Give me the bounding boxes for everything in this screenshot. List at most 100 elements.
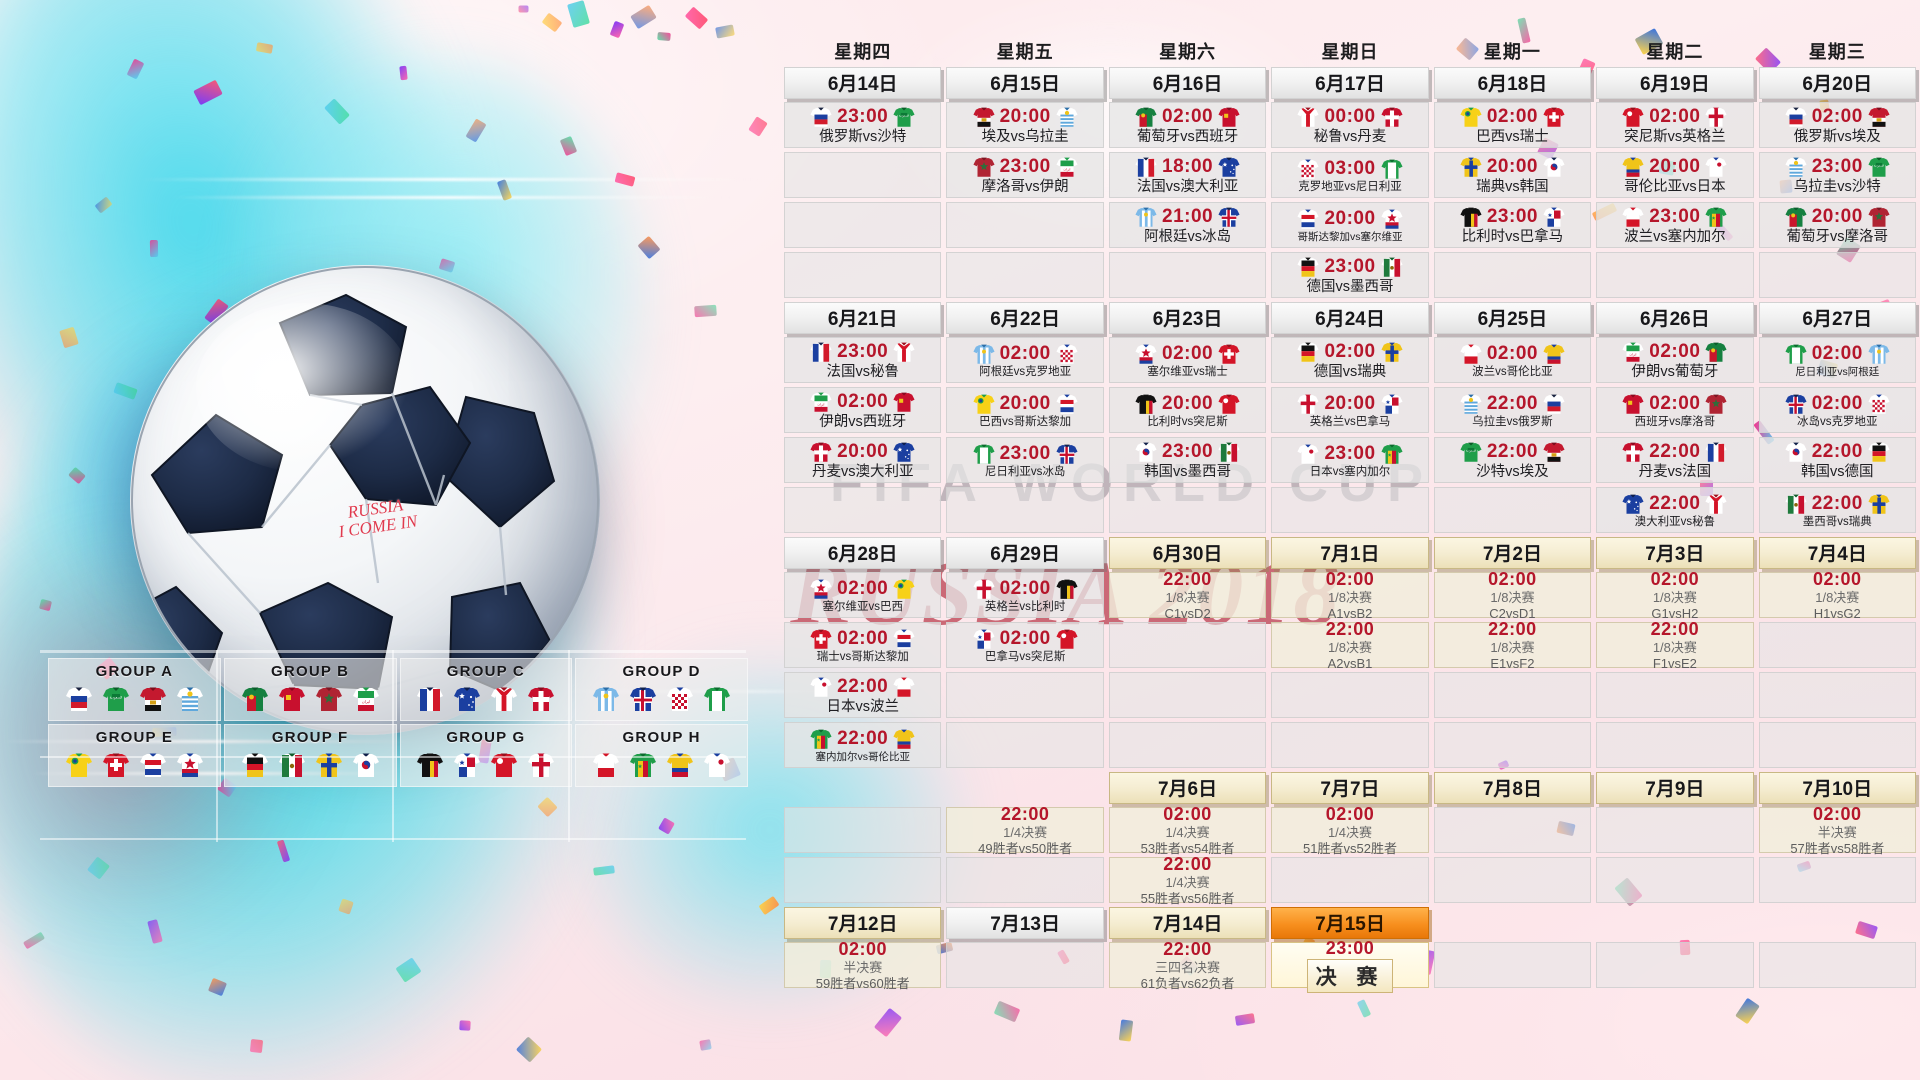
match-cell[interactable]: 20:00 巴西vs哥斯达黎加	[946, 387, 1104, 433]
group-box-group-f[interactable]: GROUP F	[223, 724, 397, 787]
match-cell-knockout[interactable]: 22:00 三四名决赛 61负者vs62负者	[1108, 939, 1267, 991]
date-header-7月3日[interactable]: 7月3日	[1596, 537, 1754, 569]
match-cell[interactable]: 23:00 德国vs墨西哥	[1271, 252, 1429, 298]
group-box-group-a[interactable]: GROUP A السعودية	[48, 658, 221, 721]
match-cell[interactable]: 20:00 埃及vs乌拉圭	[946, 102, 1104, 148]
match-cell[interactable]: 23:00 法国vs秘鲁	[784, 337, 942, 383]
date-header-7月7日[interactable]: 7月7日	[1271, 772, 1429, 804]
date-header-6月24日[interactable]: 6月24日	[1271, 302, 1429, 334]
match-cell[interactable]: 23:00 السعودية 俄罗斯vs沙特	[784, 102, 942, 148]
match-cell[interactable]: السعودية 22:00 沙特vs埃及	[1433, 437, 1592, 483]
match-cell[interactable]: 02:00 巴西vs瑞士	[1433, 102, 1592, 148]
match-cell[interactable]: 23:00 ایران 摩洛哥vs伊朗	[946, 152, 1104, 198]
date-header-6月18日[interactable]: 6月18日	[1433, 67, 1592, 99]
match-cell[interactable]: 22:00 丹麦vs法国	[1596, 437, 1754, 483]
match-cell[interactable]: 20:00 哥伦比亚vs日本	[1596, 152, 1754, 198]
match-cell[interactable]: 20:00 瑞典vs韩国	[1433, 152, 1592, 198]
date-header-6月20日[interactable]: 6月20日	[1758, 67, 1916, 99]
date-header-7月2日[interactable]: 7月2日	[1433, 537, 1592, 569]
match-cell[interactable]: 22:00 塞内加尔vs哥伦比亚	[784, 722, 942, 768]
match-cell-final[interactable]: 23:00 决 赛	[1271, 938, 1429, 993]
match-cell[interactable]: ایران 02:00 伊朗vs西班牙	[784, 387, 942, 433]
date-header-7月14日[interactable]: 7月14日	[1108, 907, 1267, 939]
date-header-7月15日[interactable]: 7月15日	[1271, 907, 1429, 939]
match-cell-knockout[interactable]: 02:00 1/8决赛 H1vsG2	[1758, 569, 1916, 621]
date-header-6月22日[interactable]: 6月22日	[946, 302, 1104, 334]
group-box-group-g[interactable]: GROUP G	[399, 724, 573, 787]
match-cell[interactable]: 23:00 日本vs塞内加尔	[1271, 437, 1429, 483]
date-header-6月21日[interactable]: 6月21日	[784, 302, 942, 334]
date-header-6月23日[interactable]: 6月23日	[1108, 302, 1267, 334]
match-cell[interactable]: 02:00 塞尔维亚vs瑞士	[1108, 337, 1267, 383]
date-header-7月10日[interactable]: 7月10日	[1758, 772, 1916, 804]
date-header-6月14日[interactable]: 6月14日	[784, 67, 942, 99]
match-cell-knockout[interactable]: 02:00 1/8决赛 A1vsB2	[1271, 569, 1429, 621]
match-cell[interactable]: 02:00 英格兰vs比利时	[946, 572, 1104, 618]
match-cell[interactable]: 02:00 德国vs瑞典	[1271, 337, 1429, 383]
match-cell[interactable]: 02:00 葡萄牙vs西班牙	[1108, 102, 1267, 148]
date-header-6月26日[interactable]: 6月26日	[1596, 302, 1754, 334]
match-cell[interactable]: 22:00 澳大利亚vs秘鲁	[1596, 487, 1754, 533]
match-cell[interactable]: 02:00 俄罗斯vs埃及	[1758, 102, 1916, 148]
date-header-7月6日[interactable]: 7月6日	[1108, 772, 1267, 804]
group-box-group-d[interactable]: GROUP D	[575, 658, 748, 721]
match-cell-knockout[interactable]: 02:00 1/4决赛 53胜者vs54胜者	[1108, 804, 1267, 856]
match-cell[interactable]: 00:00 秘鲁vs丹麦	[1271, 102, 1429, 148]
match-cell[interactable]: 22:00 韩国vs德国	[1758, 437, 1916, 483]
match-cell-knockout[interactable]: 02:00 1/8决赛 G1vsH2	[1596, 569, 1754, 621]
match-cell-knockout[interactable]: 02:00 1/4决赛 51胜者vs52胜者	[1271, 804, 1429, 856]
match-cell[interactable]: 23:00 尼日利亚vs冰岛	[946, 437, 1104, 483]
match-cell[interactable]: 23:00 波兰vs塞内加尔	[1596, 202, 1754, 248]
match-cell-knockout[interactable]: 22:00 1/8决赛 C1vsD2	[1108, 569, 1267, 621]
group-box-group-b[interactable]: GROUP B ایران	[223, 658, 397, 721]
match-cell[interactable]: 20:00 比利时vs突尼斯	[1108, 387, 1267, 433]
match-cell-knockout[interactable]: 22:00 1/8决赛 A2vsB1	[1271, 619, 1429, 671]
match-cell-knockout[interactable]: 22:00 1/4决赛 49胜者vs50胜者	[946, 804, 1104, 856]
date-header-6月25日[interactable]: 6月25日	[1433, 302, 1592, 334]
date-header-6月30日[interactable]: 6月30日	[1108, 537, 1267, 569]
match-cell[interactable]: 22:00 墨西哥vs瑞典	[1758, 487, 1916, 533]
match-cell-knockout[interactable]: 22:00 1/8决赛 F1vsE2	[1596, 619, 1754, 671]
date-header-6月16日[interactable]: 6月16日	[1108, 67, 1267, 99]
date-header-7月1日[interactable]: 7月1日	[1271, 537, 1429, 569]
match-cell[interactable]: 21:00 阿根廷vs冰岛	[1108, 202, 1267, 248]
group-box-group-h[interactable]: GROUP H	[575, 724, 748, 787]
group-box-group-c[interactable]: GROUP C	[399, 658, 573, 721]
match-cell[interactable]: 22:00 日本vs波兰	[784, 672, 942, 718]
match-cell-knockout[interactable]: 02:00 1/8决赛 C2vsD1	[1433, 569, 1592, 621]
match-cell[interactable]: ایران 02:00 伊朗vs葡萄牙	[1596, 337, 1754, 383]
match-cell[interactable]: 02:00 塞尔维亚vs巴西	[784, 572, 942, 618]
date-header-7月13日[interactable]: 7月13日	[946, 907, 1104, 939]
match-cell[interactable]: 03:00 克罗地亚vs尼日利亚	[1271, 152, 1429, 198]
date-header-6月15日[interactable]: 6月15日	[946, 67, 1104, 99]
match-cell[interactable]: 22:00 乌拉圭vs俄罗斯	[1433, 387, 1592, 433]
match-cell[interactable]: 02:00 波兰vs哥伦比亚	[1433, 337, 1592, 383]
date-header-7月4日[interactable]: 7月4日	[1758, 537, 1916, 569]
match-cell-knockout[interactable]: 22:00 1/8决赛 E1vsF2	[1433, 619, 1592, 671]
date-header-6月27日[interactable]: 6月27日	[1758, 302, 1916, 334]
match-cell[interactable]: 23:00 韩国vs墨西哥	[1108, 437, 1267, 483]
match-cell[interactable]: 02:00 阿根廷vs克罗地亚	[946, 337, 1104, 383]
date-header-7月12日[interactable]: 7月12日	[784, 907, 942, 939]
match-cell-knockout[interactable]: 22:00 1/4决赛 55胜者vs56胜者	[1108, 854, 1267, 906]
match-cell[interactable]: 20:00 英格兰vs巴拿马	[1271, 387, 1429, 433]
date-header-6月28日[interactable]: 6月28日	[784, 537, 942, 569]
date-header-6月19日[interactable]: 6月19日	[1596, 67, 1754, 99]
date-header-6月17日[interactable]: 6月17日	[1271, 67, 1429, 99]
match-cell[interactable]: 20:00 哥斯达黎加vs塞尔维亚	[1271, 202, 1429, 248]
match-cell-knockout[interactable]: 02:00 半决赛 59胜者vs60胜者	[784, 939, 942, 991]
match-cell-knockout[interactable]: 02:00 半决赛 57胜者vs58胜者	[1758, 804, 1916, 856]
match-cell[interactable]: 02:00 西班牙vs摩洛哥	[1596, 387, 1754, 433]
match-cell[interactable]: 02:00 尼日利亚vs阿根廷	[1758, 337, 1916, 383]
match-cell[interactable]: 23:00 السعودية 乌拉圭vs沙特	[1758, 152, 1916, 198]
match-cell[interactable]: 20:00 葡萄牙vs摩洛哥	[1758, 202, 1916, 248]
date-header-7月9日[interactable]: 7月9日	[1596, 772, 1754, 804]
match-cell[interactable]: 02:00 冰岛vs克罗地亚	[1758, 387, 1916, 433]
match-cell[interactable]: 20:00 丹麦vs澳大利亚	[784, 437, 942, 483]
match-cell[interactable]: 02:00 巴拿马vs突尼斯	[946, 622, 1104, 668]
match-cell[interactable]: 02:00 突尼斯vs英格兰	[1596, 102, 1754, 148]
date-header-7月8日[interactable]: 7月8日	[1433, 772, 1592, 804]
group-box-group-e[interactable]: GROUP E	[48, 724, 221, 787]
match-cell[interactable]: 18:00 法国vs澳大利亚	[1108, 152, 1267, 198]
match-cell[interactable]: 02:00 瑞士vs哥斯达黎加	[784, 622, 942, 668]
